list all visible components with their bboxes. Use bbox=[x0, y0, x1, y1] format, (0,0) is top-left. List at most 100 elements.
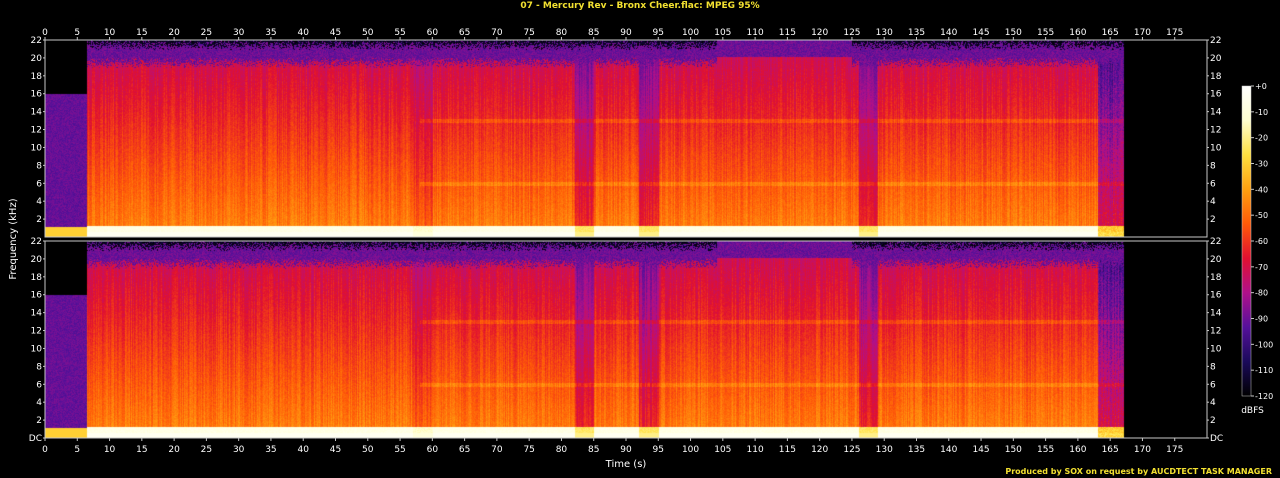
y-tick-label: 20 bbox=[1210, 255, 1222, 265]
y-tick-label: 16 bbox=[31, 291, 43, 301]
x-tick-label: 0 bbox=[42, 445, 48, 455]
y-tick-label: 12 bbox=[1210, 126, 1221, 136]
y-tick-label: 20 bbox=[1210, 54, 1222, 64]
y-tick-label: 6 bbox=[1210, 179, 1216, 189]
x-tick-label-top: 5 bbox=[74, 28, 80, 38]
y-tick-label: DC bbox=[1210, 434, 1223, 444]
y-tick-label: 12 bbox=[1210, 327, 1221, 337]
x-tick-label: 150 bbox=[1005, 445, 1022, 455]
x-tick-label-top: 115 bbox=[779, 28, 796, 38]
y-tick-label: 8 bbox=[1210, 362, 1216, 372]
y-tick-label: 2 bbox=[1210, 215, 1216, 225]
x-tick-label: 100 bbox=[682, 445, 699, 455]
y-tick-label: 12 bbox=[31, 126, 42, 136]
colorbar-tick-label: -70 bbox=[1255, 263, 1268, 272]
x-tick-label: 170 bbox=[1134, 445, 1151, 455]
y-tick-label: 12 bbox=[31, 327, 42, 337]
y-tick-label: 16 bbox=[31, 90, 43, 100]
x-tick-label: 25 bbox=[201, 445, 212, 455]
credit-text: Produced by SOX on request by AUCDTECT T… bbox=[1005, 467, 1272, 476]
x-tick-label-top: 55 bbox=[394, 28, 405, 38]
x-tick-label-top: 45 bbox=[330, 28, 341, 38]
x-tick-label-top: 140 bbox=[940, 28, 957, 38]
x-tick-label-top: 40 bbox=[297, 28, 309, 38]
x-tick-label-top: 20 bbox=[168, 28, 180, 38]
x-tick-label-top: 110 bbox=[747, 28, 764, 38]
y-axis-label: Frequency (kHz) bbox=[8, 198, 19, 279]
x-tick-label-top: 75 bbox=[523, 28, 534, 38]
colorbar-tick-label: -10 bbox=[1255, 108, 1268, 117]
x-tick-label-top: 135 bbox=[908, 28, 925, 38]
x-tick-label-top: 35 bbox=[265, 28, 276, 38]
colorbar-tick-label: -50 bbox=[1255, 211, 1268, 220]
y-tick-label: 2 bbox=[36, 215, 42, 225]
x-tick-label-top: 120 bbox=[811, 28, 828, 38]
colorbar-tick-label: -120 bbox=[1255, 392, 1273, 401]
x-tick-label-top: 125 bbox=[843, 28, 860, 38]
x-tick-label: 55 bbox=[394, 445, 405, 455]
x-tick-label-top: 165 bbox=[1102, 28, 1119, 38]
x-tick-label: 30 bbox=[233, 445, 245, 455]
x-tick-label-top: 0 bbox=[42, 28, 48, 38]
x-tick-label: 20 bbox=[168, 445, 180, 455]
x-tick-label-top: 105 bbox=[714, 28, 731, 38]
x-tick-label: 85 bbox=[588, 445, 599, 455]
y-tick-label: 2 bbox=[36, 416, 42, 426]
x-tick-label-top: 65 bbox=[459, 28, 470, 38]
x-tick-label: 90 bbox=[620, 445, 632, 455]
x-tick-label: 5 bbox=[74, 445, 80, 455]
x-tick-label: 105 bbox=[714, 445, 731, 455]
y-tick-label: 14 bbox=[31, 108, 43, 118]
x-tick-label-top: 100 bbox=[682, 28, 699, 38]
colorbar-tick-label: -60 bbox=[1255, 237, 1268, 246]
x-tick-label-top: 90 bbox=[620, 28, 632, 38]
x-tick-label-top: 80 bbox=[556, 28, 568, 38]
y-tick-label: 4 bbox=[36, 197, 42, 207]
y-tick-label: 2 bbox=[1210, 416, 1216, 426]
colorbar-tick-label: +0 bbox=[1255, 82, 1267, 91]
x-tick-label: 165 bbox=[1102, 445, 1119, 455]
y-tick-label: 18 bbox=[31, 273, 43, 283]
y-tick-label: 10 bbox=[31, 143, 43, 153]
y-tick-label: 14 bbox=[31, 309, 43, 319]
x-tick-label: 75 bbox=[523, 445, 534, 455]
y-tick-label: 20 bbox=[31, 255, 43, 265]
x-tick-label-top: 60 bbox=[427, 28, 439, 38]
colorbar-tick-label: -80 bbox=[1255, 289, 1268, 298]
y-tick-label: 22 bbox=[1210, 237, 1221, 247]
x-tick-label-top: 160 bbox=[1069, 28, 1086, 38]
x-tick-label-top: 70 bbox=[491, 28, 503, 38]
y-tick-label: 14 bbox=[1210, 309, 1222, 319]
colorbar-tick-label: -100 bbox=[1255, 340, 1273, 349]
y-tick-label: 18 bbox=[31, 72, 43, 82]
x-tick-label: 130 bbox=[876, 445, 893, 455]
x-tick-label: 60 bbox=[427, 445, 439, 455]
colorbar-tick-label: -90 bbox=[1255, 315, 1268, 324]
colorbar bbox=[1242, 86, 1251, 396]
y-tick-label: 10 bbox=[1210, 344, 1222, 354]
x-tick-label: 40 bbox=[297, 445, 309, 455]
colorbar-tick-label: -30 bbox=[1255, 160, 1268, 169]
colorbar-tick-label: -110 bbox=[1255, 366, 1273, 375]
x-tick-label: 120 bbox=[811, 445, 828, 455]
x-tick-label: 140 bbox=[940, 445, 957, 455]
x-tick-label: 95 bbox=[653, 445, 664, 455]
y-tick-label: 16 bbox=[1210, 90, 1222, 100]
x-tick-label: 45 bbox=[330, 445, 341, 455]
y-tick-label: 8 bbox=[36, 161, 42, 171]
x-tick-label-top: 95 bbox=[653, 28, 664, 38]
y-tick-label: 4 bbox=[1210, 398, 1216, 408]
x-tick-label: 65 bbox=[459, 445, 470, 455]
chart-title: 07 - Mercury Rev - Bronx Cheer.flac: MPE… bbox=[520, 1, 760, 11]
y-tick-label: 10 bbox=[31, 344, 43, 354]
x-tick-label: 10 bbox=[104, 445, 116, 455]
y-tick-label: 14 bbox=[1210, 108, 1222, 118]
x-tick-label: 50 bbox=[362, 445, 374, 455]
colorbar-tick-label: -40 bbox=[1255, 185, 1268, 194]
x-tick-label-top: 155 bbox=[1037, 28, 1054, 38]
y-tick-label: 22 bbox=[1210, 36, 1221, 46]
x-tick-label: 110 bbox=[747, 445, 764, 455]
x-tick-label: 70 bbox=[491, 445, 503, 455]
x-tick-label: 15 bbox=[136, 445, 147, 455]
